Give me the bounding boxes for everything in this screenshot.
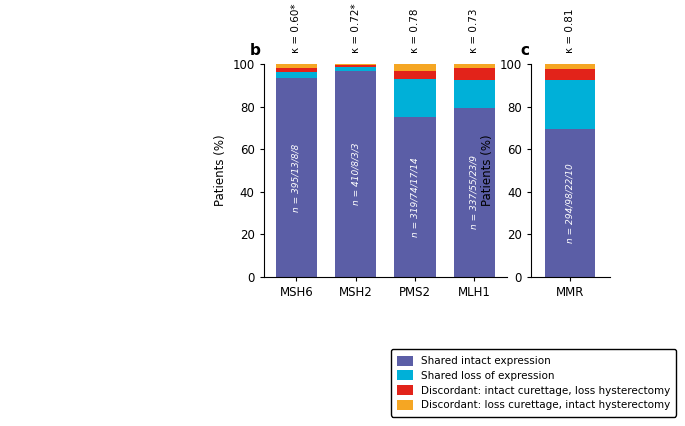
Text: n = 410/8/3/3: n = 410/8/3/3	[351, 143, 360, 205]
Bar	[335, 67, 377, 71]
Text: κ = 0.78: κ = 0.78	[410, 8, 420, 53]
Legend: Shared intact expression, Shared loss of expression, Discordant: intact curettag: Shared intact expression, Shared loss of…	[390, 349, 676, 417]
Text: c: c	[521, 43, 530, 58]
Bar	[545, 69, 595, 80]
Bar	[275, 68, 317, 72]
Text: κ = 0.81: κ = 0.81	[565, 8, 575, 53]
Bar	[275, 64, 317, 68]
Y-axis label: Patients (%): Patients (%)	[481, 135, 494, 206]
Bar	[545, 129, 595, 277]
Text: κ = 0.73: κ = 0.73	[469, 8, 479, 53]
Bar	[394, 71, 436, 80]
Bar	[275, 78, 317, 277]
Bar	[453, 108, 495, 277]
Bar	[394, 117, 436, 277]
Text: n = 319/74/17/14: n = 319/74/17/14	[410, 157, 419, 237]
Bar	[335, 64, 377, 66]
Text: n = 337/55/23/9: n = 337/55/23/9	[470, 155, 479, 229]
Bar	[275, 72, 317, 78]
Y-axis label: Patients (%): Patients (%)	[214, 135, 227, 206]
Bar	[335, 66, 377, 67]
Bar	[335, 71, 377, 277]
Bar	[453, 64, 495, 69]
Text: b: b	[250, 43, 261, 58]
Bar	[453, 69, 495, 80]
Bar	[545, 80, 595, 129]
Bar	[394, 64, 436, 71]
Text: κ = 0.60*: κ = 0.60*	[291, 3, 301, 53]
Bar	[545, 64, 595, 69]
Bar	[394, 80, 436, 117]
Text: κ = 0.72*: κ = 0.72*	[351, 3, 361, 53]
Text: n = 395/13/8/8: n = 395/13/8/8	[292, 144, 301, 212]
Text: n = 294/98/22/10: n = 294/98/22/10	[566, 163, 575, 243]
Bar	[453, 80, 495, 108]
